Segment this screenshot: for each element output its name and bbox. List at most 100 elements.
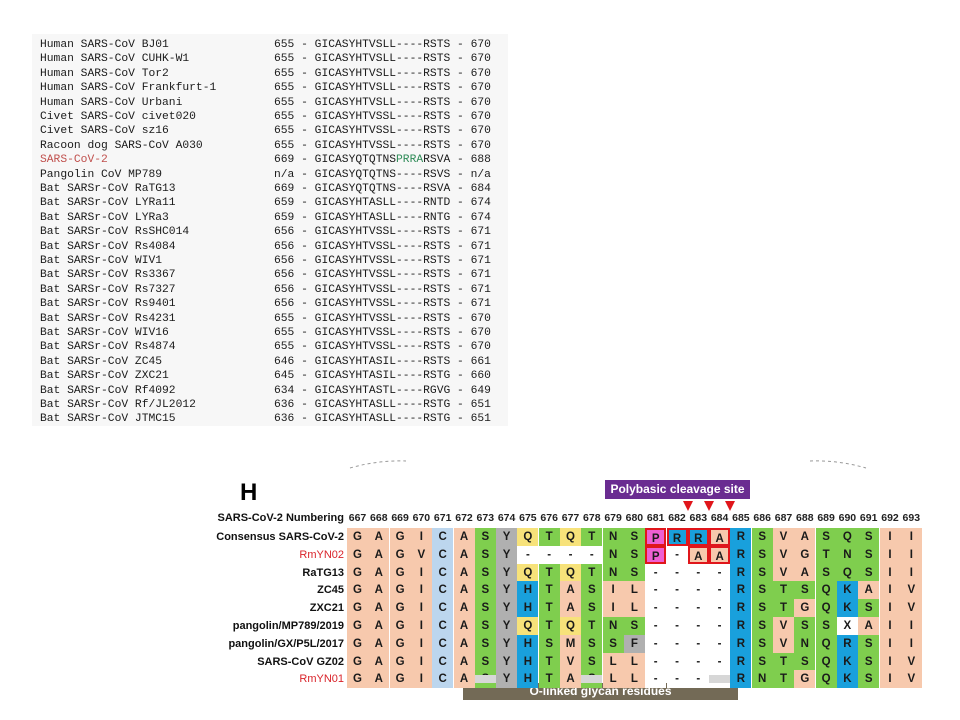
row-sequence: 655 - GICASYHTVSSL----RSTS - 670 bbox=[274, 341, 491, 354]
residue-cell: G bbox=[794, 599, 816, 618]
residue-cell: - bbox=[687, 563, 709, 582]
residue-cell: S bbox=[751, 652, 773, 671]
residue-cell: I bbox=[879, 670, 901, 689]
residue-cell: I bbox=[900, 545, 922, 564]
row-sequence: 646 - GICASYHTASIL----RSTS - 661 bbox=[274, 355, 491, 368]
position-number: 674 bbox=[497, 512, 516, 524]
row-sequence: 655 - GICASYHTVSLL----RSTS - 670 bbox=[274, 67, 491, 80]
residue-cell: A bbox=[368, 528, 390, 546]
residue-cell: Y bbox=[496, 545, 518, 564]
residue-cell: S bbox=[623, 617, 645, 635]
residue-cell: A bbox=[453, 599, 475, 618]
glycan-marker bbox=[709, 675, 731, 683]
residue-cell: S bbox=[751, 528, 773, 546]
residue-cell: S bbox=[474, 528, 496, 546]
residue-cell: S bbox=[581, 634, 603, 653]
residue-cell: R bbox=[687, 528, 709, 546]
residue-cell: I bbox=[602, 599, 624, 618]
position-number: 686 bbox=[753, 512, 771, 524]
residue-cell: I bbox=[879, 599, 901, 618]
numbering-label: SARS-CoV-2 Numbering bbox=[217, 512, 344, 524]
position-number: 668 bbox=[370, 512, 388, 524]
residue-cell: R bbox=[666, 528, 688, 546]
residue-cell: - bbox=[666, 599, 688, 618]
row-strain-name: Bat SARSr-CoV RsSHC014 bbox=[40, 226, 190, 239]
residue-cell: S bbox=[751, 563, 773, 582]
residue-cell: V bbox=[773, 617, 794, 635]
row-sequence: 655 - GICASYHTVSSL----RSTS - 670 bbox=[274, 139, 491, 152]
residue-cell: G bbox=[389, 617, 411, 635]
residue-cell: I bbox=[879, 563, 901, 582]
residue-cell: - bbox=[645, 617, 667, 635]
position-number: 675 bbox=[519, 512, 537, 524]
row-strain-name: Human SARS-CoV Tor2 bbox=[40, 67, 169, 80]
residue-cell: A bbox=[709, 528, 731, 546]
residue-cell: Q bbox=[815, 634, 837, 653]
residue-cell: C bbox=[432, 528, 454, 546]
row-sequence: n/a - GICASYQTQTNS----RSVS - n/a bbox=[274, 168, 491, 181]
residue-cell: - bbox=[645, 581, 667, 600]
residue-cell: Y bbox=[496, 581, 518, 600]
residue-cell: G bbox=[347, 617, 368, 635]
residue-cell: S bbox=[623, 563, 645, 582]
residue-cell: - bbox=[687, 617, 709, 635]
residue-cell: N bbox=[751, 670, 773, 689]
row-label: pangolin/MP789/2019 bbox=[232, 620, 344, 632]
position-number: 685 bbox=[732, 512, 750, 524]
residue-cell: S bbox=[474, 634, 496, 653]
residue-cell: R bbox=[730, 599, 752, 618]
residue-cell: - bbox=[645, 652, 667, 671]
residue-cell: - bbox=[666, 581, 688, 600]
residue-cell: S bbox=[538, 634, 560, 653]
residue-cell: G bbox=[389, 652, 411, 671]
residue-cell: C bbox=[432, 652, 454, 671]
residue-cell: - bbox=[666, 634, 688, 653]
row-strain-name: Bat SARSr-CoV LYRa3 bbox=[40, 211, 169, 224]
residue-cell: K bbox=[836, 670, 858, 689]
residue-cell: T bbox=[538, 581, 560, 600]
position-number: 683 bbox=[689, 512, 708, 524]
residue-cell: N bbox=[602, 545, 624, 564]
residue-cell: T bbox=[773, 652, 794, 671]
residue-cell: L bbox=[623, 599, 645, 618]
row-strain-name: Human SARS-CoV Frankfurt-1 bbox=[40, 82, 217, 95]
residue-cell: C bbox=[432, 599, 454, 618]
residue-cell: - bbox=[666, 545, 688, 564]
residue-cell: T bbox=[538, 563, 560, 582]
residue-cell: G bbox=[389, 670, 411, 689]
residue-cell: V bbox=[900, 599, 922, 618]
residue-cell: R bbox=[730, 634, 752, 653]
position-number: 680 bbox=[625, 512, 644, 524]
residue-cell: Q bbox=[560, 528, 581, 546]
residue-cell: K bbox=[836, 599, 858, 618]
residue-cell: - bbox=[645, 634, 667, 653]
residue-cell: I bbox=[602, 581, 624, 600]
residue-cell: A bbox=[453, 634, 475, 653]
residue-cell: Q bbox=[517, 528, 539, 546]
row-strain-name: Human SARS-CoV BJ01 bbox=[40, 39, 169, 51]
residue-cell: - bbox=[687, 670, 709, 689]
residue-cell: A bbox=[368, 652, 390, 671]
residue-cell: - bbox=[666, 563, 688, 582]
residue-cell: S bbox=[858, 634, 880, 653]
residue-cell: Q bbox=[815, 670, 837, 689]
residue-cell: N bbox=[602, 563, 624, 582]
residue-cell: V bbox=[773, 545, 794, 564]
residue-cell: A bbox=[858, 617, 880, 635]
residue-cell: G bbox=[347, 634, 368, 653]
residue-cell: G bbox=[389, 634, 411, 653]
position-number: 682 bbox=[668, 512, 686, 524]
row-label: RaTG13 bbox=[302, 566, 344, 579]
residue-cell: G bbox=[389, 545, 411, 564]
row-strain-name: Pangolin CoV MP789 bbox=[40, 168, 163, 181]
cleavage-arrow-icon bbox=[682, 501, 693, 511]
residue-cell: H bbox=[517, 599, 539, 618]
residue-cell: Q bbox=[517, 617, 539, 635]
residue-cell: Y bbox=[496, 670, 518, 689]
residue-cell: G bbox=[347, 545, 368, 564]
residue-cell: A bbox=[709, 545, 731, 564]
position-number: 671 bbox=[433, 512, 452, 524]
residue-cell: A bbox=[453, 545, 475, 564]
residue-cell: S bbox=[858, 599, 880, 618]
residue-cell: V bbox=[773, 634, 794, 653]
